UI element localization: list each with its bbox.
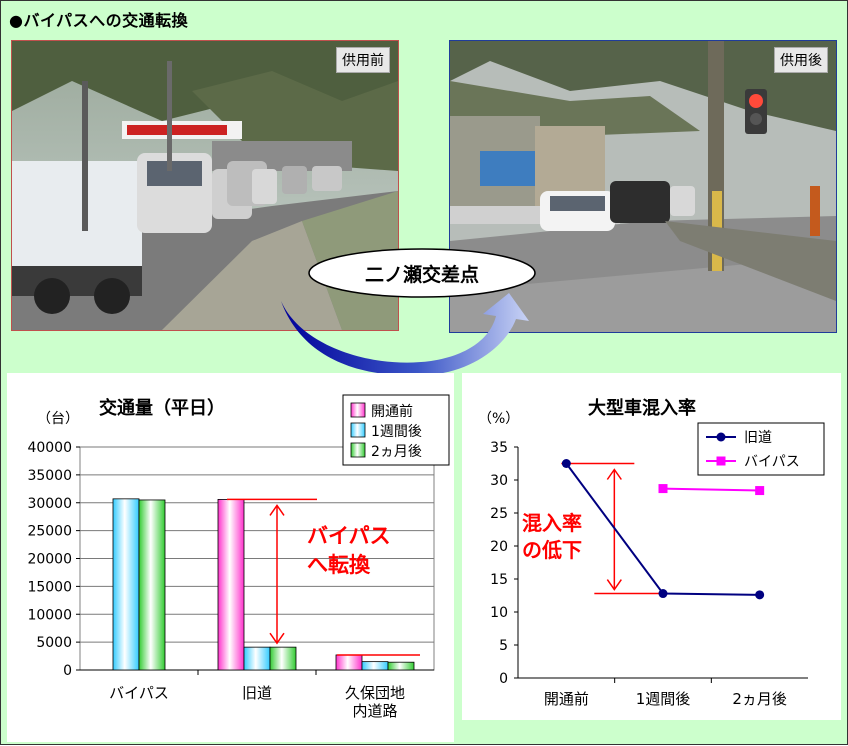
ratio-point [755,590,765,600]
traffic-y-tick-label: 15000 [27,579,72,595]
ratio-point [755,486,765,496]
traffic-legend-label: 開通前 [371,403,413,420]
ratio-y-tick-label: 20 [490,539,508,555]
traffic-legend-swatch [350,422,366,438]
ratio-legend-marker [716,456,726,466]
ratio-category-label: 2ヵ月後 [732,690,787,708]
ratio-y-tick-label: 25 [490,506,508,522]
traffic-bar [243,646,271,671]
ratio-legend-box [697,422,825,476]
intersection-label: 二ノ瀬交差点 [364,263,479,286]
page-title: ●バイパスへの交通転換 [9,11,189,30]
traffic-chart-title: 交通量（平日） [99,397,225,419]
traffic-bar [112,498,140,671]
ratio-series-line [565,462,760,596]
traffic-legend-swatch [350,402,366,418]
traffic-category-label-line: 久保団地 [345,684,405,702]
traffic-annotation-arrowhead-down [269,632,285,645]
ratio-annotation-text-line: の低下 [522,538,582,562]
ratio-y-axis-unit: （%） [478,411,519,427]
ratio-category-label: 1週間後 [636,690,691,708]
traffic-legend-label: 2ヵ月後 [371,444,422,460]
traffic-bar [335,654,363,671]
ratio-legend-label: バイパス [744,454,800,470]
photo-after-label: 供用後 [774,47,828,73]
traffic-legend: 開通前 1週間後 2ヵ月後 [342,394,450,466]
ratio-y-tick-label: 15 [490,572,508,588]
ratio-annotation-arrowhead-up [606,468,622,480]
ratio-annotation-arrowhead-down [606,579,622,591]
ratio-y-tick-label: 10 [490,605,508,621]
ratio-legend-marker [716,432,726,442]
ratio-y-tick-label: 35 [490,440,508,456]
traffic-y-tick-label: 25000 [27,524,72,540]
traffic-y-tick-label: 35000 [27,468,72,484]
ratio-chart-title: 大型車混入率 [588,397,696,419]
traffic-category-label: 旧道 [242,684,272,702]
ratio-point [658,589,668,599]
traffic-volume-panel: 交通量（平日） （台） 0 5000 10000 15000 20000 25000 30000… [7,373,454,742]
traffic-bar [217,499,245,671]
ratio-annotation-text-line: 混入率 [522,511,582,535]
traffic-legend-swatch [350,442,366,458]
traffic-annotation-text-line: バイパス [307,524,391,548]
ratio-point [561,459,571,468]
traffic-category-label-line: 旧道 [242,684,272,702]
traffic-y-tick-label: 0 [63,663,72,679]
traffic-y-axis-unit: （台） [37,411,79,427]
ratio-legend-label: 旧道 [744,430,772,446]
traffic-category-label-line: 内道路 [352,702,397,720]
ratio-category-label: 開通前 [544,690,589,708]
traffic-bar [361,661,389,671]
ratio-series-line [662,487,760,492]
traffic-y-tick-label: 30000 [27,496,72,512]
traffic-annotation-text-line: へ転換 [307,553,371,577]
traffic-bar [387,661,415,671]
traffic-legend-label: 1週間後 [371,424,422,440]
heavy-vehicle-ratio-chart: 大型車混入率 （%） 0 5 10 15 20 25 30 35 開通前 1週間後 2ヵ月後 混入率の低下… [478,397,825,708]
traffic-y-tick-label: 10000 [27,607,72,623]
traffic-bar [269,646,297,671]
ratio-y-tick-label: 5 [499,638,508,654]
traffic-volume-chart: 交通量（平日） （台） 0 5000 10000 15000 20000 25000 30000… [27,394,450,720]
heavy-vehicle-ratio-panel: 大型車混入率 （%） 0 5 10 15 20 25 30 35 開通前 1週間後 2ヵ月後 混入率の低下… [462,373,841,720]
ratio-point [658,484,668,494]
traffic-category-label: バイパス [109,684,169,702]
traffic-annotation-arrowhead-up [269,504,285,516]
photo-before-label: 供用前 [336,47,390,73]
traffic-y-tick-label: 5000 [36,635,72,651]
ratio-y-tick-label: 30 [490,473,508,489]
traffic-y-tick-label: 40000 [27,440,72,456]
traffic-bar [138,499,166,671]
ratio-y-tick-label: 0 [499,671,508,687]
traffic-y-tick-label: 20000 [27,552,72,568]
traffic-category-label-line: バイパス [109,684,169,702]
